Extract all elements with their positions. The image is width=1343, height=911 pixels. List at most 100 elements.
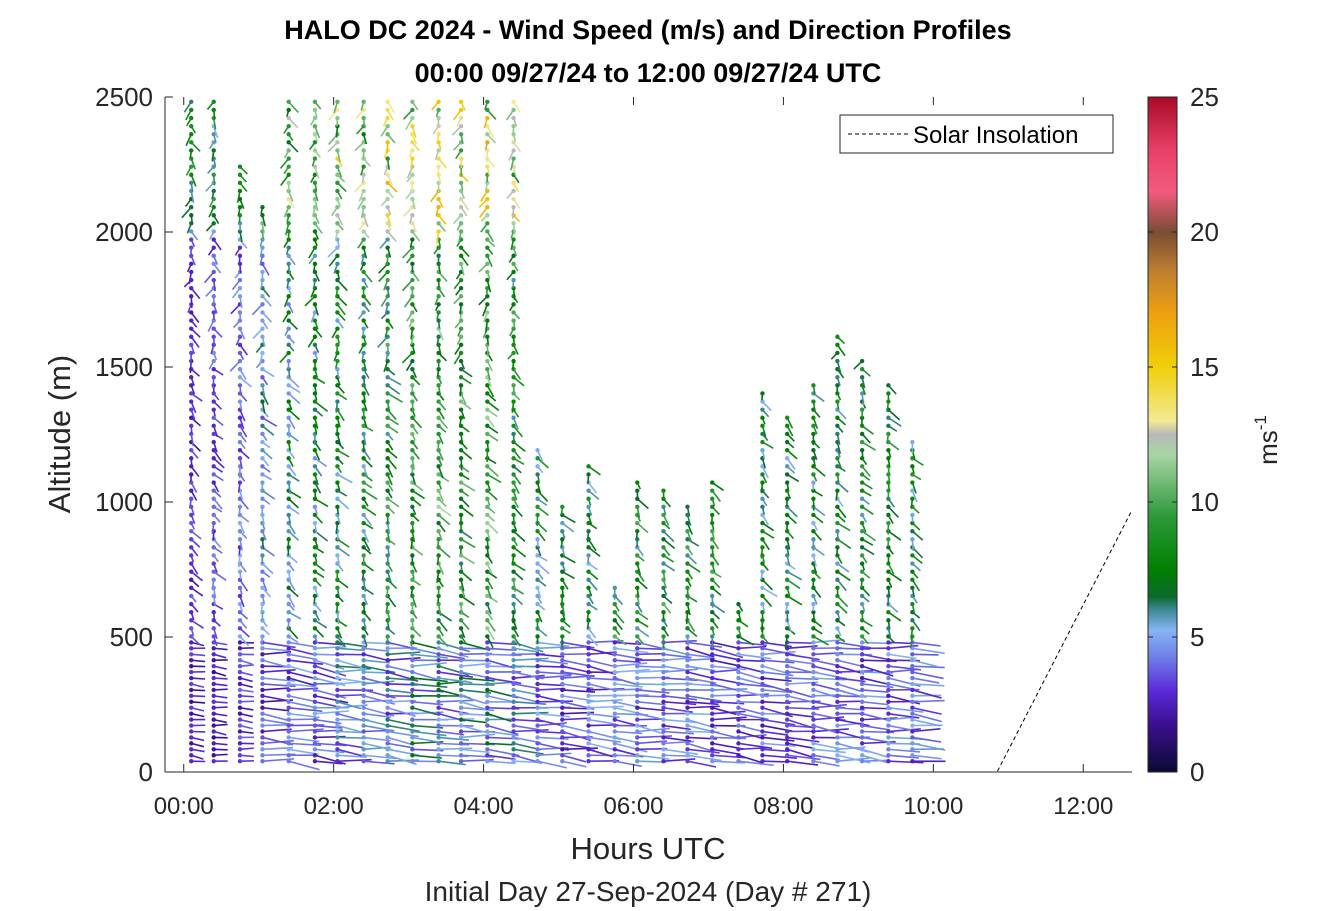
wind-barb-dot [811,729,816,734]
wind-barb [812,465,826,477]
wind-barb-dot [560,717,565,722]
wind-barb [387,718,413,726]
wind-barb-dot [535,601,540,607]
wind-barb-dot [511,204,516,210]
wind-barb-dot [535,646,540,651]
wind-barb-dot [335,310,340,315]
wind-barb [363,665,396,674]
wind-barb-dot [361,164,366,169]
wind-barb [912,699,945,703]
wind-barb-dot [410,302,415,307]
wind-barb-dot [685,669,690,675]
wind-barb-dot [286,180,291,186]
wind-barb [888,728,921,733]
wind-barb-dot [811,681,816,687]
wind-barb [862,689,889,693]
wind-barb [288,498,299,509]
wind-barb [239,376,252,388]
wind-barb-dot [335,164,340,169]
wind-barb-dot [260,693,265,699]
wind-barb-dot [511,747,516,752]
wind-barb-dot [886,537,891,542]
wind-barb-dot [286,675,291,681]
wind-barb [460,724,490,735]
wind-barb-dot [189,269,194,275]
wind-barb [836,506,847,519]
wind-barb-dot [886,646,891,651]
wind-barb-dot [286,640,291,645]
wind-barb-dot [835,609,840,615]
colorbar-tick-label: 20 [1190,217,1219,247]
wind-barb [813,671,848,680]
wind-barb [288,409,300,421]
wind-barb-dot [286,735,291,740]
wind-barb-dot [436,646,441,651]
wind-barb [261,295,272,307]
wind-barb [738,671,762,680]
wind-barb-dot [535,693,540,699]
wind-barb-dot [189,735,194,740]
wind-barb [912,671,944,680]
wind-barb-dot [410,504,415,510]
wind-barb-dot [485,237,490,242]
wind-barb-dot [335,99,340,105]
wind-barb [762,718,796,726]
wind-barb-dot [710,687,715,693]
wind-barb [588,490,600,501]
wind-barb-dot [312,148,318,153]
wind-barb [588,546,601,557]
wind-barb-dot [612,585,617,591]
wind-barb-dot [485,634,490,639]
wind-barb [861,712,891,722]
wind-barb-dot [385,723,390,728]
wind-barb-dot [211,759,216,764]
wind-barb [637,665,665,669]
wind-barb-dot [286,334,291,339]
wind-barb-dot [535,681,540,687]
wind-barb-dot [560,687,565,693]
wind-barb [738,701,765,704]
wind-barb-dot [635,747,640,752]
wind-barb [787,760,819,766]
wind-barb-dot [312,618,318,623]
wind-barb-dot [312,350,318,356]
wind-barb-dot [189,391,194,396]
wind-barb-dot [736,693,741,699]
wind-barb-dot [385,729,390,734]
wind-barb-dot [436,735,441,740]
wind-barb-dot [237,164,243,169]
wind-barb-dot [760,520,765,526]
wind-barb-dot [436,640,441,645]
wind-barb-dot [211,269,216,275]
wind-barb-dot [260,699,265,704]
wind-barb-dot [511,180,516,186]
wind-barb [687,683,722,688]
wind-barb-dot [485,480,490,485]
wind-barb-dot [361,705,366,710]
wind-barb [412,671,438,681]
wind-barb-dot [910,675,915,681]
legend[interactable]: Solar Insolation [839,114,1114,154]
wind-barb-dot [211,652,216,657]
wind-barb-dot [436,553,441,558]
wind-barb-dot [886,569,891,574]
wind-barb-dot [511,669,516,675]
wind-barb-dot [859,504,865,510]
wind-barb-dot [211,658,216,663]
wind-barb-dot [458,196,464,202]
wind-barb-dot [835,699,840,704]
wind-barb [336,498,350,510]
wind-barb-dot [511,123,516,129]
wind-barb [387,736,413,746]
wind-barb [862,695,889,699]
wind-barb-dot [335,545,340,550]
wind-barb-dot [286,123,291,129]
wind-barb-dot [910,723,915,728]
wind-barb-dot [710,585,715,591]
wind-barb-dot [485,488,490,493]
wind-barb-dot [661,545,666,550]
wind-barb-dot [436,99,441,105]
wind-barb-dot [385,618,390,623]
wind-barb-dot [710,699,715,704]
wind-barb-dot [535,687,540,693]
